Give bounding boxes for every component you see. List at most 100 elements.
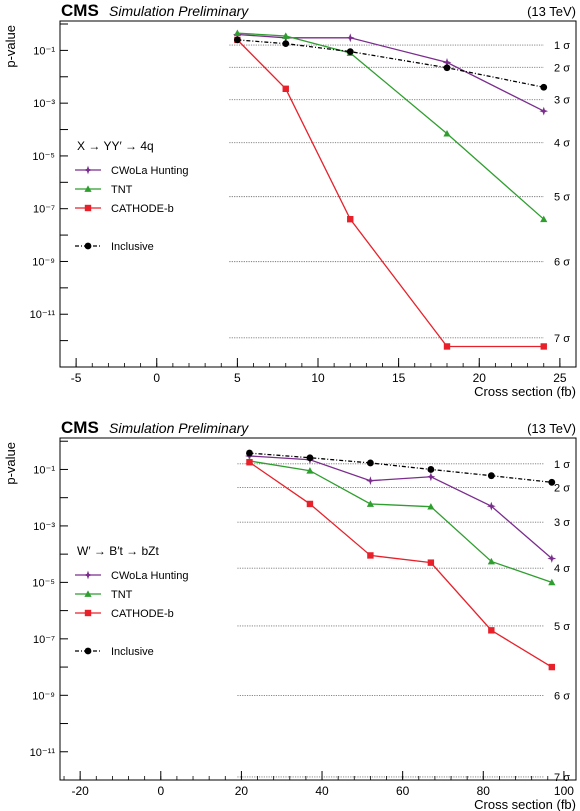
legend-marker xyxy=(84,242,92,250)
data-point xyxy=(548,478,556,486)
legend-marker xyxy=(84,185,92,192)
data-point xyxy=(488,627,495,634)
sigma-label: 1 σ xyxy=(554,459,570,471)
legend-entry: CATHODE-b xyxy=(75,203,174,215)
data-point xyxy=(547,554,557,563)
legend-marker xyxy=(84,609,92,617)
energy-label: (13 TeV) xyxy=(527,4,576,19)
data-point xyxy=(539,106,549,116)
sigma-label: 6 σ xyxy=(554,257,570,269)
chart-panel-top: 1 σ 2 σ 3 σ 4 σ 5 σ 6 σ 7 σ -5 0 5 10 15 20 25 10⁻¹ 10⁻… xyxy=(0,0,580,405)
legend-label: TNT xyxy=(111,589,133,601)
data-point xyxy=(246,459,253,466)
legend-label: CATHODE-b xyxy=(111,608,174,620)
x-tick-label: 0 xyxy=(157,784,164,798)
plot-frame xyxy=(59,437,577,781)
y-tick-label: 10⁻¹ xyxy=(33,464,55,476)
y-tick-label: 10⁻¹ xyxy=(33,45,55,57)
sigma-label: 4 σ xyxy=(554,563,570,575)
data-point xyxy=(427,559,435,566)
sigma-label: 2 σ xyxy=(554,62,570,74)
data-point xyxy=(347,215,354,223)
sigma-label: 5 σ xyxy=(554,621,570,633)
energy-label: (13 TeV) xyxy=(527,421,576,436)
data-point xyxy=(282,40,290,48)
chart-top: 1 σ 2 σ 3 σ 4 σ 5 σ 6 σ 7 σ -5 0 5 10 15 20 25 10⁻¹ 10⁻… xyxy=(3,1,577,399)
legend-label: TNT xyxy=(111,184,133,196)
legend-marker xyxy=(84,647,92,655)
y-tick-label: 10⁻⁷ xyxy=(33,204,55,216)
sigma-label: 2 σ xyxy=(554,483,570,495)
legend-entry: Inclusive xyxy=(75,241,154,253)
data-point xyxy=(427,466,435,473)
data-point xyxy=(540,343,547,350)
y-tick-label: 10⁻¹¹ xyxy=(30,747,56,759)
sigma-label: 7 σ xyxy=(554,333,570,345)
x-tick-label: 0 xyxy=(153,371,160,385)
x-tick-label: 25 xyxy=(553,371,567,385)
data-point xyxy=(426,472,436,482)
x-tick-label: 20 xyxy=(473,371,487,385)
series-line xyxy=(237,32,545,220)
x-tick-label: 80 xyxy=(477,784,491,798)
x-tick-label: 20 xyxy=(235,784,249,798)
sigma-label: 3 σ xyxy=(554,517,570,529)
x-tick-label: 15 xyxy=(392,371,406,385)
y-tick-label: 10⁻³ xyxy=(33,98,55,110)
series-cathode-b xyxy=(234,36,547,350)
series-inclusive xyxy=(233,36,548,91)
x-tick-label: 100 xyxy=(554,784,574,798)
y-tick-label: 10⁻¹¹ xyxy=(30,309,56,321)
data-point xyxy=(427,503,435,510)
legend-entry: CWoLa Hunting xyxy=(75,570,188,582)
legend-marker xyxy=(84,590,92,597)
data-point xyxy=(540,215,548,223)
data-point xyxy=(487,557,495,565)
legend-entry: CWoLa Hunting xyxy=(75,165,188,177)
data-point xyxy=(443,343,451,350)
x-tick-label: -5 xyxy=(71,371,82,385)
legend-label: CWoLa Hunting xyxy=(111,165,188,177)
y-axis-title: p-value xyxy=(3,442,18,485)
y-tick-label: 10⁻³ xyxy=(33,521,55,533)
legend-entry: CATHODE-b xyxy=(75,608,174,620)
data-point xyxy=(233,36,241,44)
data-point xyxy=(367,459,374,467)
sigma-label: 1 σ xyxy=(554,40,570,52)
data-point xyxy=(367,552,374,559)
y-tick-label: 10⁻⁵ xyxy=(32,151,55,163)
x-tick-label: 40 xyxy=(315,784,329,798)
plot-frame xyxy=(59,20,577,368)
data-point xyxy=(366,476,375,486)
y-axis-title: p-value xyxy=(3,25,18,68)
data-point xyxy=(548,578,556,586)
series-cathode-b xyxy=(246,459,556,671)
data-point xyxy=(246,449,253,457)
legend-entry: Inclusive xyxy=(75,646,154,658)
legend-label: CATHODE-b xyxy=(111,203,174,215)
legend-label: CWoLa Hunting xyxy=(111,570,188,582)
cms-label: CMS xyxy=(61,1,99,20)
legend-marker xyxy=(83,570,93,580)
legend-label: Inclusive xyxy=(111,646,154,658)
x-tick-label: 10 xyxy=(311,371,325,385)
x-tick-label: 5 xyxy=(234,371,241,385)
data-point xyxy=(487,472,495,480)
legend-entry: TNT xyxy=(75,184,133,196)
legend-entry: TNT xyxy=(75,589,133,601)
x-axis-title: Cross section (fb) xyxy=(474,384,576,399)
data-point xyxy=(346,48,354,55)
sigma-label: 4 σ xyxy=(554,138,570,150)
series-line xyxy=(249,460,553,583)
subtitle: Simulation Preliminary xyxy=(109,3,249,19)
x-axis-title: Cross section (fb) xyxy=(474,797,576,811)
data-point xyxy=(540,83,548,91)
y-tick-label: 10⁻⁹ xyxy=(32,690,55,702)
series-line xyxy=(237,39,544,88)
sigma-label: 7 σ xyxy=(554,772,570,784)
data-point xyxy=(486,501,496,511)
subtitle: Simulation Preliminary xyxy=(109,420,249,436)
x-tick-label: 60 xyxy=(396,784,410,798)
legend-title: W′ → B′t → bZt xyxy=(77,544,160,558)
x-tick-label: -20 xyxy=(71,784,89,798)
